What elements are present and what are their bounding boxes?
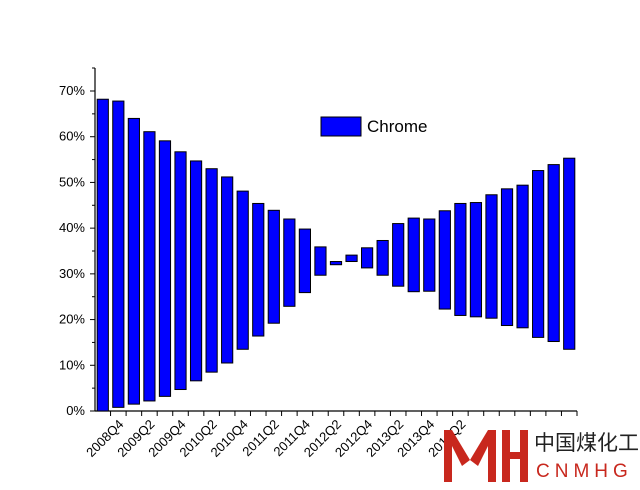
bar (438, 210, 451, 310)
bar (143, 131, 156, 402)
bar (283, 218, 296, 307)
bar (314, 246, 327, 276)
bar (516, 184, 529, 329)
legend: Chrome (320, 116, 427, 137)
bar (127, 117, 140, 405)
bar (392, 223, 405, 287)
y-tick-label: 60% (59, 129, 85, 144)
watermark-cn-text: 中国煤化工 (534, 431, 639, 455)
bar (112, 100, 125, 408)
y-tick-label: 40% (59, 220, 85, 235)
bar (298, 228, 311, 294)
bar (485, 194, 498, 319)
y-tick-label: 70% (59, 83, 85, 98)
axes: 0% 10% 20% 30% 40% 50% 60% 70% (59, 67, 578, 418)
bar (236, 190, 249, 350)
bar (205, 168, 218, 373)
watermark-mark (444, 430, 528, 482)
bar (267, 209, 280, 324)
bar (174, 151, 187, 391)
bar (547, 164, 560, 343)
bar (221, 176, 234, 364)
legend-swatch (320, 116, 362, 137)
bars (96, 98, 576, 412)
y-tick-label: 50% (59, 174, 85, 189)
bar (469, 202, 483, 318)
bar (376, 239, 389, 276)
bar (423, 218, 436, 292)
bar (500, 188, 514, 327)
bar (532, 170, 545, 338)
bar (454, 202, 467, 316)
bar (329, 261, 343, 266)
bar (361, 247, 374, 269)
bar (158, 140, 172, 397)
y-tick-label: 0% (66, 403, 85, 418)
legend-label-chrome: Chrome (367, 117, 427, 136)
bar (407, 217, 420, 293)
y-tick-label: 30% (59, 266, 85, 281)
bar (96, 98, 109, 412)
x-tick-labels: 2008Q42009Q22009Q42010Q22010Q42011Q22011… (83, 417, 468, 460)
bar (563, 157, 576, 350)
bar (345, 254, 358, 263)
y-tick-label: 10% (59, 357, 85, 372)
y-tick-label: 20% (59, 312, 85, 327)
watermark-en-text: CNMHG (536, 461, 633, 482)
watermark-logo: 中国煤化工 CNMHG (444, 430, 639, 482)
bar (189, 160, 203, 382)
bar (252, 202, 265, 337)
